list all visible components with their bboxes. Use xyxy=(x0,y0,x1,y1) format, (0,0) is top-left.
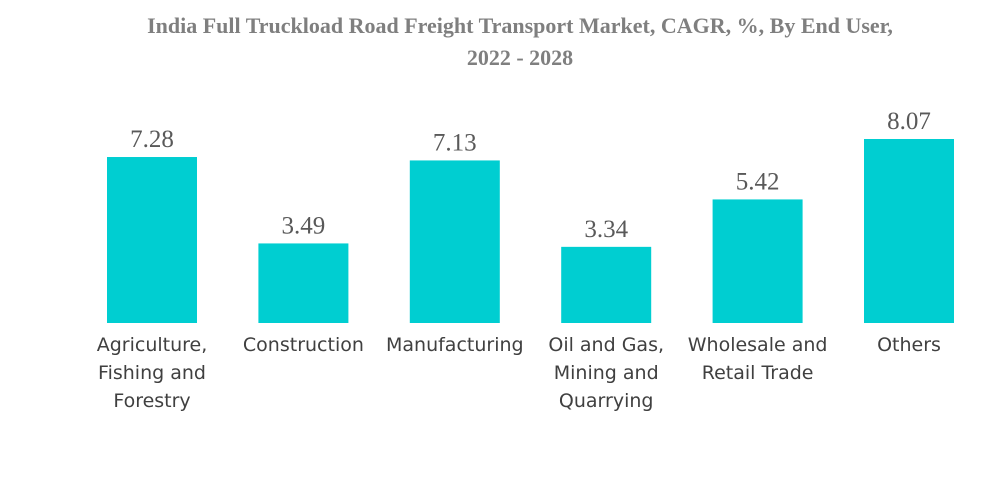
value-label-5: 5.42 xyxy=(736,168,780,195)
category-label-line: Quarrying xyxy=(559,390,654,412)
category-label-line: Agriculture, xyxy=(97,334,208,356)
chart-title: India Full Truckload Road Freight Transp… xyxy=(40,10,1000,74)
category-label-line: Retail Trade xyxy=(702,362,814,384)
category-label-line: Wholesale and xyxy=(688,334,828,356)
chart-title-line-1: India Full Truckload Road Freight Transp… xyxy=(147,13,893,38)
value-label-2: 3.49 xyxy=(282,212,326,239)
bar-4 xyxy=(561,246,652,323)
category-label-1: Agriculture, Fishing and Forestry xyxy=(97,334,208,412)
bar-6 xyxy=(864,139,954,323)
bar-5 xyxy=(712,199,803,323)
category-label-line: Fishing and xyxy=(98,362,206,384)
category-label-6: Others xyxy=(877,334,941,356)
value-label-1: 7.28 xyxy=(130,126,174,153)
bar-1 xyxy=(107,157,197,323)
bar-2 xyxy=(258,243,349,323)
category-label-3: Manufacturing xyxy=(386,334,524,356)
value-label-6: 8.07 xyxy=(887,108,931,135)
category-label-line: Others xyxy=(877,334,941,356)
category-label-line: Construction xyxy=(243,334,364,356)
value-label-3: 7.13 xyxy=(433,129,477,156)
category-label-line: Forestry xyxy=(113,390,190,412)
category-label-4: Oil and Gas, Mining and Quarrying xyxy=(548,334,664,412)
category-label-2: Construction xyxy=(243,334,364,356)
category-label-line: Oil and Gas, xyxy=(548,334,664,356)
category-label-line: Manufacturing xyxy=(386,334,524,356)
chart-title-line-2: 2022 - 2028 xyxy=(466,45,574,70)
category-label-5: Wholesale and Retail Trade xyxy=(688,334,828,384)
bar-3 xyxy=(409,160,500,323)
value-label-4: 3.34 xyxy=(584,216,628,243)
category-label-line: Mining and xyxy=(554,362,659,384)
